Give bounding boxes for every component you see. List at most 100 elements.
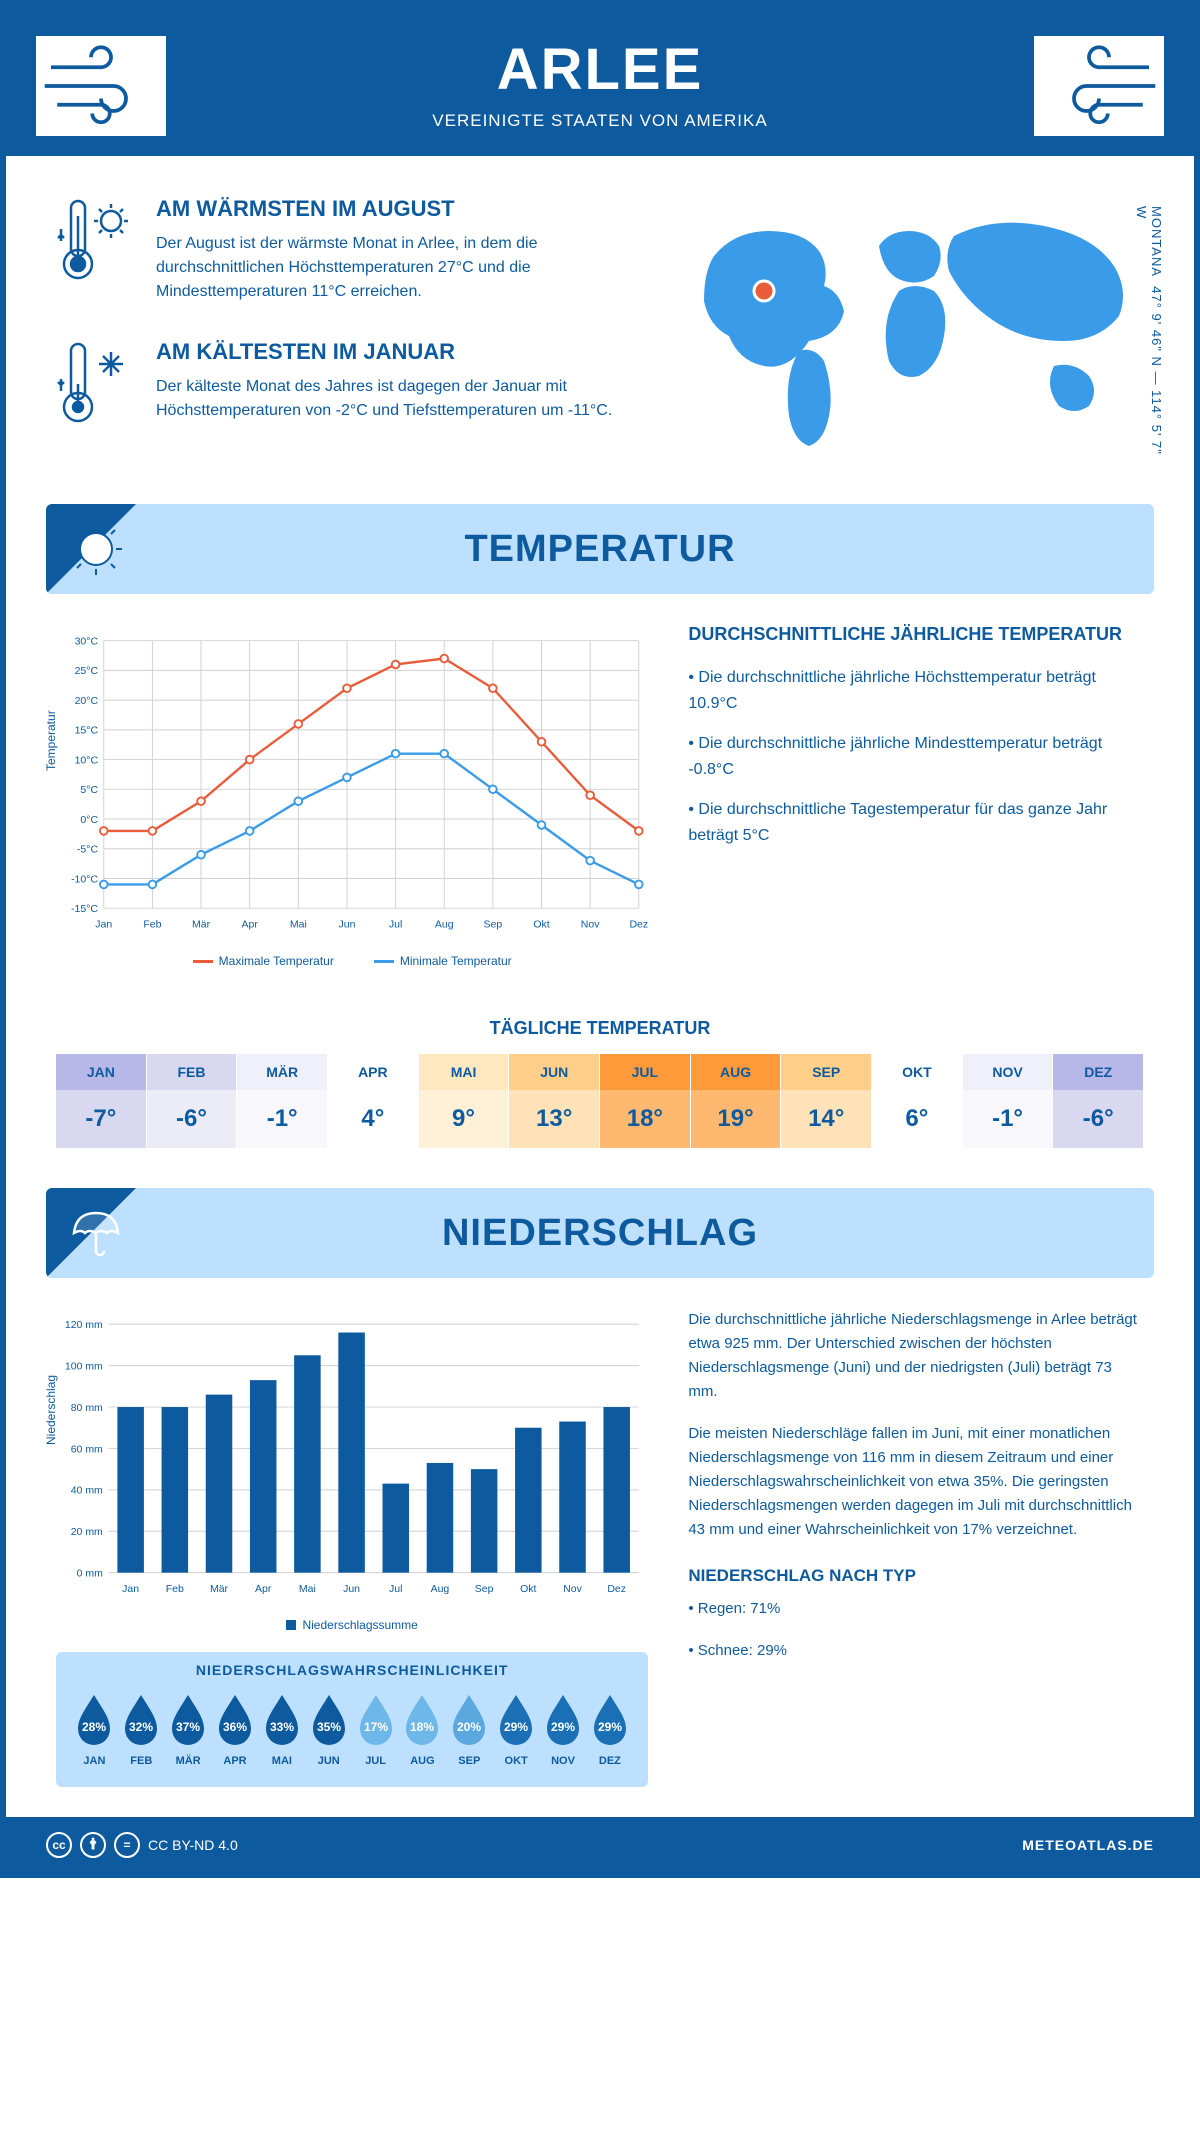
- precip-drop: 18%AUG: [399, 1693, 446, 1767]
- daily-cell: SEP14°: [781, 1054, 872, 1148]
- precip-drop: 28%JAN: [71, 1693, 118, 1767]
- page-title: ARLEE: [6, 36, 1194, 103]
- svg-text:30°C: 30°C: [75, 636, 99, 648]
- svg-text:40 mm: 40 mm: [71, 1485, 103, 1497]
- svg-text:120 mm: 120 mm: [65, 1319, 103, 1331]
- svg-text:-5°C: -5°C: [77, 844, 99, 856]
- page-subtitle: VEREINIGTE STAATEN VON AMERIKA: [6, 111, 1194, 131]
- svg-text:29%: 29%: [598, 1720, 622, 1734]
- svg-text:Jul: Jul: [389, 918, 402, 930]
- page: ARLEE VEREINIGTE STAATEN VON AMERIKA AM …: [0, 0, 1200, 1878]
- coldest-block: AM KÄLTESTEN IM JANUAR Der kälteste Mona…: [56, 339, 654, 429]
- daily-cell: APR4°: [328, 1054, 419, 1148]
- daily-cell: JAN-7°: [56, 1054, 147, 1148]
- svg-text:Jul: Jul: [389, 1583, 402, 1595]
- svg-text:Nov: Nov: [563, 1583, 582, 1595]
- sun-icon: [66, 519, 126, 579]
- daily-cell: AUG19°: [691, 1054, 782, 1148]
- svg-text:Sep: Sep: [475, 1583, 494, 1595]
- precip-type-0: • Regen: 71%: [688, 1597, 1144, 1621]
- daily-cell: MAI9°: [419, 1054, 510, 1148]
- svg-text:Mai: Mai: [299, 1583, 316, 1595]
- thermometer-sun-icon: [56, 196, 136, 286]
- svg-text:0°C: 0°C: [80, 814, 98, 826]
- svg-text:Mär: Mär: [210, 1583, 229, 1595]
- wind-icon-right: [1034, 36, 1164, 136]
- precip-drop: 20%SEP: [446, 1693, 493, 1767]
- brand: METEOATLAS.DE: [1022, 1837, 1154, 1853]
- svg-text:80 mm: 80 mm: [71, 1402, 103, 1414]
- intro-section: AM WÄRMSTEN IM AUGUST Der August ist der…: [6, 156, 1194, 494]
- daily-temp-grid: JAN-7°FEB-6°MÄR-1°APR4°MAI9°JUN13°JUL18°…: [56, 1054, 1144, 1148]
- license: cc🛉= CC BY-ND 4.0: [46, 1832, 238, 1858]
- svg-text:35%: 35%: [317, 1720, 341, 1734]
- daily-cell: MÄR-1°: [237, 1054, 328, 1148]
- svg-text:28%: 28%: [82, 1720, 106, 1734]
- svg-text:17%: 17%: [364, 1720, 388, 1734]
- svg-text:5°C: 5°C: [80, 784, 98, 796]
- precip-drop: 29%NOV: [540, 1693, 587, 1767]
- svg-text:Jan: Jan: [95, 918, 112, 930]
- svg-text:Okt: Okt: [533, 918, 549, 930]
- temperature-legend: Maximale Temperatur Minimale Temperatur: [56, 954, 648, 968]
- svg-text:10°C: 10°C: [75, 754, 99, 766]
- precip-para-1: Die durchschnittliche jährliche Niedersc…: [688, 1308, 1144, 1404]
- footer: cc🛉= CC BY-ND 4.0 METEOATLAS.DE: [6, 1817, 1194, 1872]
- temp-side-title: DURCHSCHNITTLICHE JÄHRLICHE TEMPERATUR: [688, 624, 1144, 645]
- svg-text:Dez: Dez: [607, 1583, 626, 1595]
- precip-title: NIEDERSCHLAG: [442, 1212, 758, 1255]
- svg-text:Jan: Jan: [122, 1583, 139, 1595]
- svg-text:Nov: Nov: [581, 918, 600, 930]
- precip-drop: 33%MAI: [258, 1693, 305, 1767]
- precip-drop: 37%MÄR: [165, 1693, 212, 1767]
- coldest-title: AM KÄLTESTEN IM JANUAR: [156, 339, 654, 365]
- precip-para-2: Die meisten Niederschläge fallen im Juni…: [688, 1422, 1144, 1542]
- precip-type-1: • Schnee: 29%: [688, 1639, 1144, 1663]
- precip-legend: Niederschlagssumme: [56, 1618, 648, 1632]
- svg-text:20 mm: 20 mm: [71, 1526, 103, 1538]
- temperature-chart: Temperatur-15°C-10°C-5°C0°C5°C10°C15°C20…: [56, 624, 648, 968]
- temperature-header: TEMPERATUR: [46, 504, 1154, 594]
- svg-text:Mai: Mai: [290, 918, 307, 930]
- umbrella-icon: [66, 1203, 126, 1263]
- warmest-block: AM WÄRMSTEN IM AUGUST Der August ist der…: [56, 196, 654, 304]
- precip-chart: Niederschlag0 mm20 mm40 mm60 mm80 mm100 …: [56, 1308, 648, 1787]
- svg-text:Aug: Aug: [431, 1583, 450, 1595]
- precip-drop: 29%OKT: [493, 1693, 540, 1767]
- daily-cell: DEZ-6°: [1053, 1054, 1144, 1148]
- precip-drop: 29%DEZ: [586, 1693, 633, 1767]
- temp-bullet-0: • Die durchschnittliche jährliche Höchst…: [688, 665, 1144, 716]
- svg-text:60 mm: 60 mm: [71, 1443, 103, 1455]
- svg-text:Jun: Jun: [338, 918, 355, 930]
- wind-icon-left: [36, 36, 166, 136]
- temperature-title: TEMPERATUR: [464, 528, 735, 571]
- svg-text:37%: 37%: [176, 1720, 200, 1734]
- svg-text:Feb: Feb: [143, 918, 161, 930]
- svg-text:32%: 32%: [129, 1720, 153, 1734]
- daily-cell: FEB-6°: [147, 1054, 238, 1148]
- svg-text:33%: 33%: [270, 1720, 294, 1734]
- svg-text:Aug: Aug: [435, 918, 454, 930]
- precip-type-title: NIEDERSCHLAG NACH TYP: [688, 1562, 1144, 1589]
- svg-text:Dez: Dez: [629, 918, 648, 930]
- coordinates: MONTANA 47° 9' 46" N — 114° 5' 7" W: [1134, 206, 1164, 464]
- warmest-text: Der August ist der wärmste Monat in Arle…: [156, 232, 654, 304]
- temp-bullet-2: • Die durchschnittliche Tagestemperatur …: [688, 797, 1144, 848]
- svg-text:36%: 36%: [223, 1720, 247, 1734]
- svg-text:Jun: Jun: [343, 1583, 360, 1595]
- svg-text:20%: 20%: [457, 1720, 481, 1734]
- svg-text:18%: 18%: [410, 1720, 434, 1734]
- svg-text:Feb: Feb: [166, 1583, 184, 1595]
- precip-drop: 17%JUL: [352, 1693, 399, 1767]
- warmest-title: AM WÄRMSTEN IM AUGUST: [156, 196, 654, 222]
- daily-cell: OKT6°: [872, 1054, 963, 1148]
- daily-cell: JUL18°: [600, 1054, 691, 1148]
- svg-text:-10°C: -10°C: [71, 873, 98, 885]
- svg-text:100 mm: 100 mm: [65, 1360, 103, 1372]
- svg-text:Apr: Apr: [242, 918, 259, 930]
- precip-drop: 32%FEB: [118, 1693, 165, 1767]
- header: ARLEE VEREINIGTE STAATEN VON AMERIKA: [6, 6, 1194, 156]
- svg-text:Sep: Sep: [484, 918, 503, 930]
- world-map: [684, 196, 1144, 456]
- svg-text:29%: 29%: [551, 1720, 575, 1734]
